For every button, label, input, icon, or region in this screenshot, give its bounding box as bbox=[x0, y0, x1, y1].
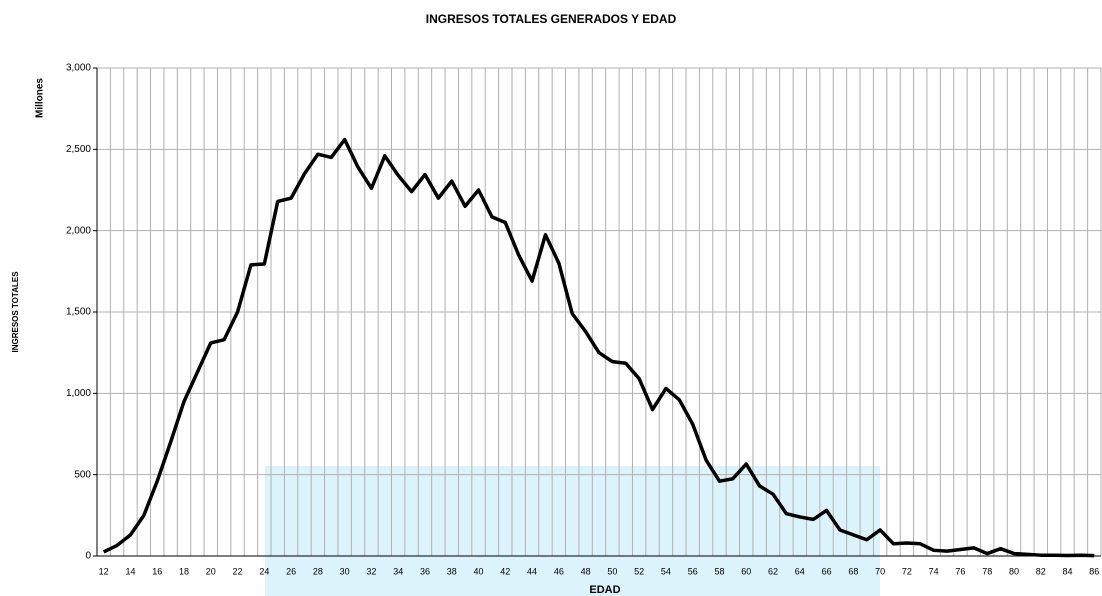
x-tick-label: 68 bbox=[848, 566, 858, 576]
y-tick-label: 1,500 bbox=[66, 307, 91, 318]
x-tick-label: 82 bbox=[1036, 566, 1046, 576]
x-tick-label: 52 bbox=[634, 566, 644, 576]
y-unit-label: Millones bbox=[35, 78, 46, 118]
x-tick-label: 78 bbox=[982, 566, 992, 576]
x-tick-label: 56 bbox=[688, 566, 698, 576]
x-tick-label: 26 bbox=[286, 566, 296, 576]
x-tick-label: 16 bbox=[152, 566, 162, 576]
y-tick-label: 1,000 bbox=[66, 388, 91, 399]
x-tick-label: 48 bbox=[581, 566, 591, 576]
x-tick-label: 66 bbox=[822, 566, 832, 576]
chart-title: INGRESOS TOTALES GENERADOS Y EDAD bbox=[426, 12, 677, 26]
y-tick-label: 2,000 bbox=[66, 225, 91, 236]
x-tick-label: 28 bbox=[313, 566, 323, 576]
y-tick-label: 0 bbox=[85, 551, 91, 562]
x-tick-label: 22 bbox=[233, 566, 243, 576]
line-series bbox=[102, 137, 1095, 558]
x-tick-label: 32 bbox=[366, 566, 376, 576]
x-tick-label: 12 bbox=[99, 566, 109, 576]
x-tick-label: 70 bbox=[875, 566, 885, 576]
x-tick-label: 76 bbox=[955, 566, 965, 576]
x-tick-label: 74 bbox=[929, 566, 939, 576]
x-tick-label: 62 bbox=[768, 566, 778, 576]
x-tick-label: 72 bbox=[902, 566, 912, 576]
x-tick-label: 36 bbox=[420, 566, 430, 576]
x-tick-label: 54 bbox=[661, 566, 671, 576]
x-tick-label: 58 bbox=[714, 566, 724, 576]
x-tick-label: 42 bbox=[500, 566, 510, 576]
x-tick-label: 44 bbox=[527, 566, 537, 576]
x-tick-label: 38 bbox=[447, 566, 457, 576]
watermark bbox=[265, 466, 880, 596]
x-tick-label: 80 bbox=[1009, 566, 1019, 576]
x-tick-label: 86 bbox=[1089, 566, 1099, 576]
x-tick-label: 18 bbox=[179, 566, 189, 576]
x-tick-label: 20 bbox=[206, 566, 216, 576]
x-axis-label: EDAD bbox=[589, 584, 620, 596]
x-tick-label: 64 bbox=[795, 566, 805, 576]
x-tick-label: 50 bbox=[607, 566, 617, 576]
x-tick-label: 46 bbox=[554, 566, 564, 576]
x-tick-label: 84 bbox=[1063, 566, 1073, 576]
x-tick-label: 34 bbox=[393, 566, 403, 576]
y-tick-label: 2,500 bbox=[66, 144, 91, 155]
y-axis-label: INGRESOS TOTALES bbox=[11, 271, 20, 353]
x-tick-label: 24 bbox=[259, 566, 269, 576]
y-tick-label: 3,000 bbox=[66, 63, 91, 74]
y-tick-label: 500 bbox=[74, 469, 91, 480]
x-tick-label: 14 bbox=[125, 566, 135, 576]
x-tick-label: 30 bbox=[340, 566, 350, 576]
x-tick-label: 40 bbox=[474, 566, 484, 576]
x-tick-label: 60 bbox=[741, 566, 751, 576]
